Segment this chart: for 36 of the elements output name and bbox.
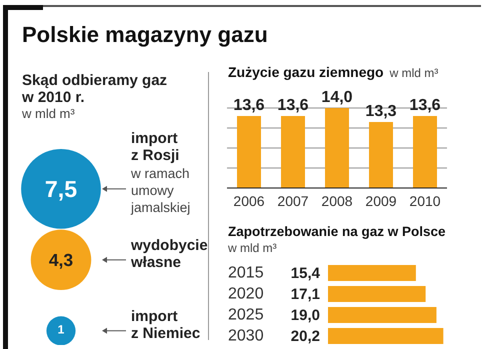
data-label: 13,6 [277, 97, 309, 114]
chart-title: Zapotrzebowanie na gaz w Polsce [228, 224, 446, 239]
bar [328, 286, 426, 302]
data-label: 13,3 [365, 103, 397, 120]
category-label: import z Rosji [131, 130, 180, 164]
text: Polskie magazyny gazu [22, 22, 268, 48]
category-label: import z Niemiec [131, 308, 200, 342]
x-tick-label: 2010 [409, 192, 441, 209]
data-label: 4,3 [48, 250, 74, 270]
data-label: 17,1 [290, 286, 320, 303]
data-label: 1 [58, 322, 65, 337]
chart-title: Zużycie gazu ziemnego [228, 64, 384, 80]
y-tick-label: 2015 [228, 264, 264, 282]
y-tick-label: 2030 [228, 328, 264, 344]
x-tick-label: 2006 [233, 192, 265, 209]
bar [328, 265, 416, 281]
bar [328, 307, 436, 323]
y-tick-label: 2020 [228, 286, 264, 302]
data-label: 14,0 [321, 89, 353, 106]
x-tick-label: 2009 [365, 192, 397, 209]
text: w ramach umowy jamalskiej [130, 166, 190, 215]
data-label: 7,5 [44, 176, 78, 202]
data-label: 13,6 [233, 97, 265, 114]
data-label: 20,2 [290, 328, 320, 345]
text: w mld m³ [22, 106, 75, 121]
x-tick-label: 2007 [277, 192, 309, 209]
data-label: 19,0 [290, 307, 320, 324]
x-axis-title: w mld m³ [228, 241, 277, 255]
text: Skąd odbieramy gaz w 2010 r. [22, 72, 168, 106]
bar [328, 328, 444, 344]
category-label: wydobycie własne [130, 236, 208, 271]
y-axis-title: w mld m³ [390, 66, 438, 80]
data-label: 15,4 [290, 265, 321, 282]
y-tick-label: 2025 [228, 306, 264, 324]
x-tick-label: 2008 [321, 192, 353, 209]
data-label: 13,6 [409, 97, 441, 114]
